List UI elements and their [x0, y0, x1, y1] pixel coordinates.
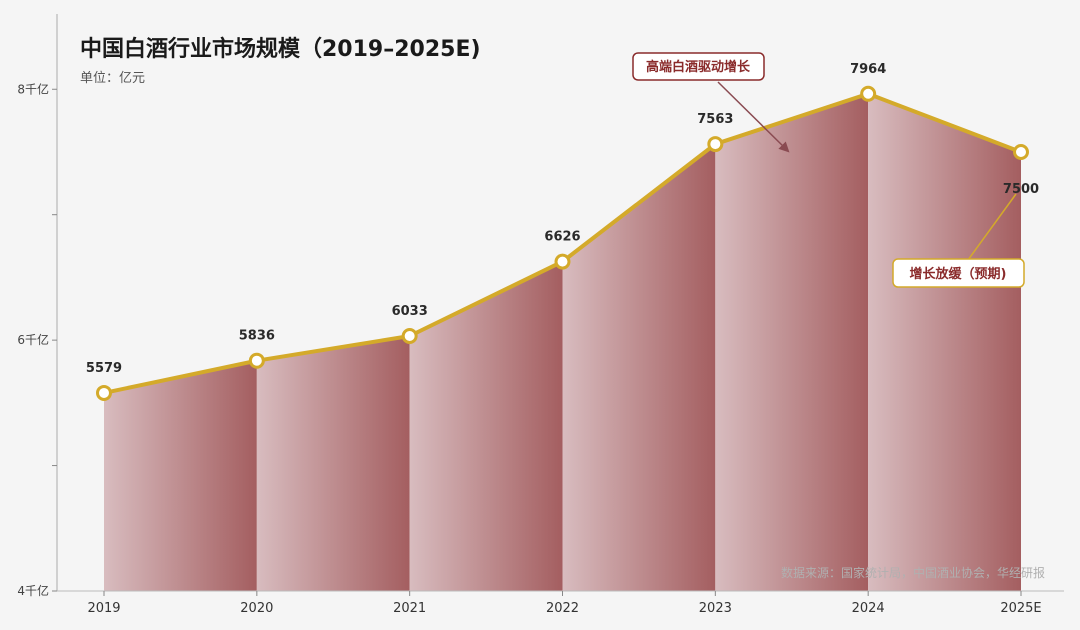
y-axis-ticks: 4千亿 6千亿 8千亿 [17, 81, 57, 598]
data-label: 6033 [392, 304, 428, 319]
chart-title: 中国白酒行业市场规模（2019–2025E) [80, 36, 481, 62]
callout-slowdown: 增长放缓（预期) [892, 193, 1025, 288]
callout-growth-arrow [717, 81, 790, 153]
data-point [248, 352, 265, 369]
area-segment [868, 93, 1021, 591]
callout-growth-box [632, 52, 765, 81]
data-label: 6626 [544, 230, 580, 245]
x-tick-label: 2023 [699, 601, 732, 616]
callout-growth-text: 高端白酒驱动增长 [646, 59, 751, 75]
x-tick-label: 2019 [87, 601, 120, 616]
data-point [1013, 143, 1029, 160]
y-tick-label: 8千亿 [17, 81, 49, 96]
data-label: 7563 [697, 112, 733, 127]
chart-subtitle: 单位：亿元 [80, 71, 145, 86]
data-point [401, 327, 418, 344]
data-point [554, 253, 571, 270]
area-segment [715, 93, 869, 591]
x-tick-label: 2021 [393, 601, 426, 616]
data-label: 5579 [86, 361, 122, 376]
data-label: 7964 [850, 62, 886, 77]
x-tick-label: 2024 [852, 601, 885, 616]
area-segment [409, 261, 563, 591]
x-tick-label: 2025E [1000, 601, 1041, 616]
data-label: 5836 [239, 329, 275, 344]
area-segment [256, 335, 410, 591]
x-tick-label: 2020 [240, 601, 273, 616]
x-tick-label: 2022 [546, 601, 579, 616]
callout-growth: 高端白酒驱动增长 [632, 52, 790, 153]
data-label: 7500 [1003, 182, 1039, 197]
callout-slowdown-box [892, 258, 1025, 288]
area-segment [562, 144, 716, 591]
data-labels: 5579 5836 6033 6626 7563 7964 7500 [86, 62, 1039, 376]
x-axis-ticks: 2019 2020 2021 2022 2023 2024 2025E [87, 591, 1042, 616]
source-note: 数据来源：国家统计局，中国酒业协会，华经研报 [781, 565, 1045, 580]
y-tick-label: 4千亿 [17, 583, 49, 598]
y-tick-label: 6千亿 [17, 332, 49, 347]
data-point [707, 136, 724, 153]
callout-slowdown-text: 增长放缓（预期) [910, 266, 1007, 282]
area-segments [104, 93, 1021, 591]
data-point [860, 85, 877, 102]
data-point [96, 384, 112, 401]
data-points [96, 85, 1029, 401]
area-segment [104, 360, 257, 591]
callout-slowdown-line [967, 193, 1017, 261]
